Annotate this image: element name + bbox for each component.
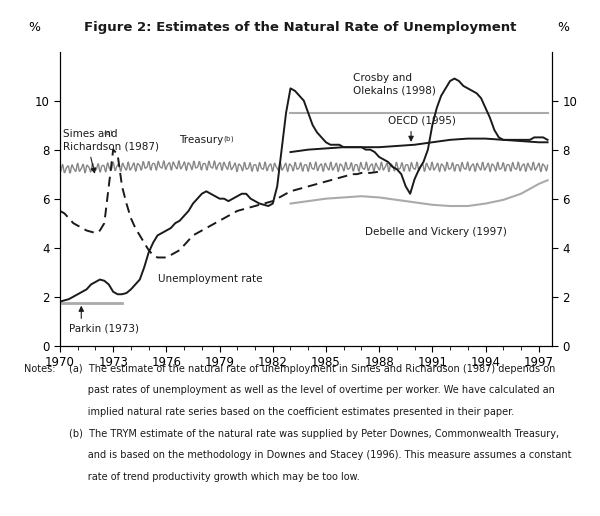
Text: %: %	[557, 21, 569, 34]
Text: Debelle and Vickery (1997): Debelle and Vickery (1997)	[365, 227, 507, 237]
Text: %: %	[28, 21, 40, 34]
Text: Simes and
Richardson (1987): Simes and Richardson (1987)	[62, 129, 158, 151]
Text: $\mathregular{^{(a)}}$: $\mathregular{^{(a)}}$	[103, 131, 115, 141]
Text: Unemployment rate: Unemployment rate	[158, 275, 262, 284]
Text: (a)  The estimate of the natural rate of unemployment in Simes and Richardson (1: (a) The estimate of the natural rate of …	[69, 364, 556, 374]
Text: $\mathregular{^{(b)}}$: $\mathregular{^{(b)}}$	[223, 137, 234, 147]
Text: rate of trend productivity growth which may be too low.: rate of trend productivity growth which …	[69, 472, 360, 482]
Text: Figure 2: Estimates of the Natural Rate of Unemployment: Figure 2: Estimates of the Natural Rate …	[84, 21, 516, 34]
Text: and is based on the methodology in Downes and Stacey (1996). This measure assume: and is based on the methodology in Downe…	[69, 450, 571, 460]
Text: implied natural rate series based on the coefficient estimates presented in thei: implied natural rate series based on the…	[69, 407, 514, 417]
Text: past rates of unemployment as well as the level of overtime per worker. We have : past rates of unemployment as well as th…	[69, 385, 555, 395]
Text: OECD (1995): OECD (1995)	[388, 115, 456, 125]
Text: Crosby and
Olekalns (1998): Crosby and Olekalns (1998)	[353, 73, 436, 96]
Text: Notes:: Notes:	[24, 364, 56, 374]
Text: Parkin (1973): Parkin (1973)	[69, 324, 139, 333]
Text: (b)  The TRYM estimate of the natural rate was supplied by Peter Downes, Commonw: (b) The TRYM estimate of the natural rat…	[69, 429, 559, 439]
Text: Treasury: Treasury	[179, 135, 223, 145]
